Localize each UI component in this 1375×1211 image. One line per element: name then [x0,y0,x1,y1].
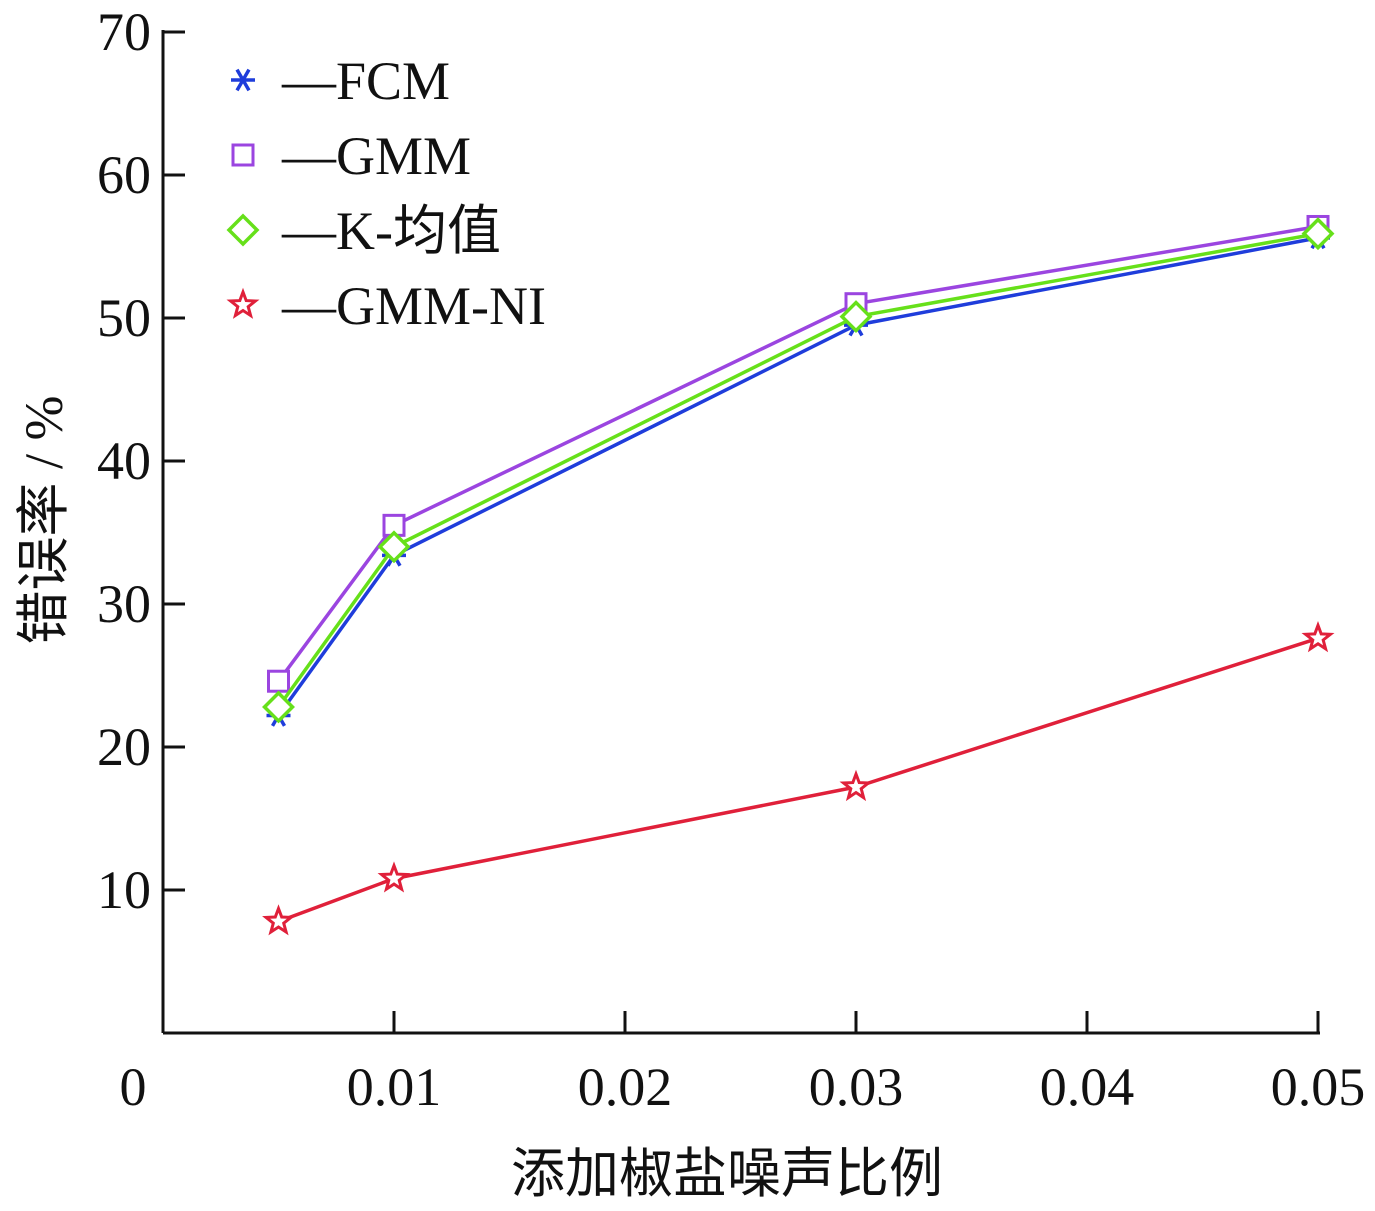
legend-marker [231,143,255,167]
y-tick-label: 40 [97,431,151,491]
legend: —FCM —GMM —K-均值 —GMM-NI [226,51,546,336]
series-line [277,236,1319,717]
legend-item: —FCM [231,51,450,111]
legend-marker [226,213,260,247]
y-tick-label: 50 [97,288,151,348]
data-point [839,769,873,802]
series-line [277,224,1319,683]
series-line [277,231,1319,709]
legend-item: —GMM [231,126,471,186]
legend-label: —GMM [281,126,471,186]
data-point [262,904,295,936]
x-axis-title: 添加椒盐噪声比例 [511,1144,943,1204]
axes: 10 20 30 40 50 60 70 0 0.01 0.02 0.03 0.04 0.05 [97,2,1365,1117]
y-tick-label: 30 [97,574,151,634]
x-tick-label: 0.04 [1040,1057,1135,1117]
series-line [277,636,1319,924]
series-layer [262,214,1335,936]
x-tick-label: 0.01 [347,1057,442,1117]
data-point [1301,620,1335,653]
x-tick-label: 0.03 [809,1057,904,1117]
data-point [377,861,411,893]
data-point [262,690,295,724]
x-tick-label: 0.02 [578,1057,673,1117]
legend-label: —K-均值 [281,201,501,261]
series-gmm-ni [262,620,1335,936]
data-point [1301,217,1335,251]
legend-label: —GMM-NI [281,276,546,336]
y-tick-label: 60 [97,145,151,205]
data-point [377,530,411,564]
series-k- [262,217,1335,724]
y-tick-label: 10 [97,860,151,920]
x-tick-label: 0.05 [1271,1057,1366,1117]
legend-marker [226,287,260,319]
legend-marker [231,68,255,92]
x-tick-label: 0 [120,1057,147,1117]
legend-label: —FCM [281,51,450,111]
y-tick-label: 20 [97,717,151,777]
data-point [839,300,873,334]
legend-item: —GMM-NI [226,276,546,336]
y-tick-label: 70 [97,2,151,62]
legend-item: —K-均值 [226,201,501,261]
y-axis-title: 错误率 / % [14,396,74,645]
data-point [267,669,290,693]
